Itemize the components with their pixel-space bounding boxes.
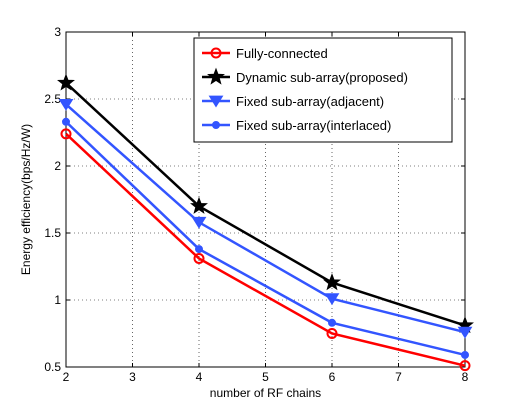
marker-dot: [212, 121, 220, 129]
y-tick-label: 2.5: [44, 92, 61, 106]
legend-label: Fixed sub-array(interlaced): [236, 118, 391, 133]
x-tick-label: 4: [196, 370, 203, 384]
marker-triangle: [208, 95, 224, 108]
marker-circle: [459, 360, 471, 372]
x-tick-label: 8: [462, 370, 469, 384]
x-tick-label: 5: [262, 370, 269, 384]
x-tick-label: 2: [63, 370, 70, 384]
marker-dot: [461, 350, 469, 359]
y-tick-label: 0.5: [44, 360, 61, 374]
marker-dot: [328, 318, 336, 327]
legend-label: Fully-connected: [236, 46, 328, 61]
y-tick-label: 3: [54, 25, 61, 39]
legend-item: Fixed sub-array(interlaced): [202, 118, 391, 133]
marker-circle: [60, 128, 72, 140]
legend-item: Dynamic sub-array(proposed): [202, 67, 408, 85]
marker-star: [323, 273, 341, 291]
series-1: [60, 128, 471, 372]
marker-circle: [326, 328, 338, 339]
marker-triangle: [191, 216, 207, 229]
legend-item: Fully-connected: [202, 46, 328, 61]
legend-label: Fixed sub-array(adjacent): [236, 94, 384, 109]
y-tick-label: 2: [54, 159, 61, 173]
legend-box: [193, 37, 453, 143]
series-line: [65, 120, 466, 357]
marker-dot: [62, 117, 70, 126]
x-tick-label: 6: [329, 370, 336, 384]
series-3: [58, 98, 473, 339]
marker-circle: [193, 252, 205, 264]
y-axis-label: Energy efficiency(bps/Hz/W): [19, 124, 33, 275]
series-group: [57, 73, 474, 372]
marker-star: [207, 67, 225, 85]
marker-circle: [210, 47, 222, 59]
series-2: [57, 73, 474, 334]
y-tick-label: 1.5: [44, 226, 61, 240]
marker-triangle: [58, 98, 74, 111]
legend: Fully-connected Dynamic sub-array(propose…: [193, 37, 453, 143]
legend-item: Fixed sub-array(adjacent): [202, 94, 384, 109]
axis-ticks: 2 3 4 5 6 7 8 0.5 1 1.5 2 2.5 3: [44, 25, 468, 384]
marker-triangle: [457, 326, 473, 339]
series-line: [65, 103, 466, 334]
marker-triangle: [324, 293, 340, 306]
legend-label: Dynamic sub-array(proposed): [236, 70, 408, 85]
marker-dot: [195, 245, 203, 254]
x-tick-label: 7: [395, 370, 402, 384]
y-tick-label: 1: [54, 293, 61, 307]
x-axis-label: number of RF chains: [210, 386, 321, 400]
series-4: [62, 117, 469, 359]
marker-star: [57, 73, 75, 91]
series-line: [65, 82, 466, 327]
series-line: [65, 132, 466, 367]
marker-star: [190, 196, 208, 214]
x-tick-label: 3: [129, 370, 136, 384]
